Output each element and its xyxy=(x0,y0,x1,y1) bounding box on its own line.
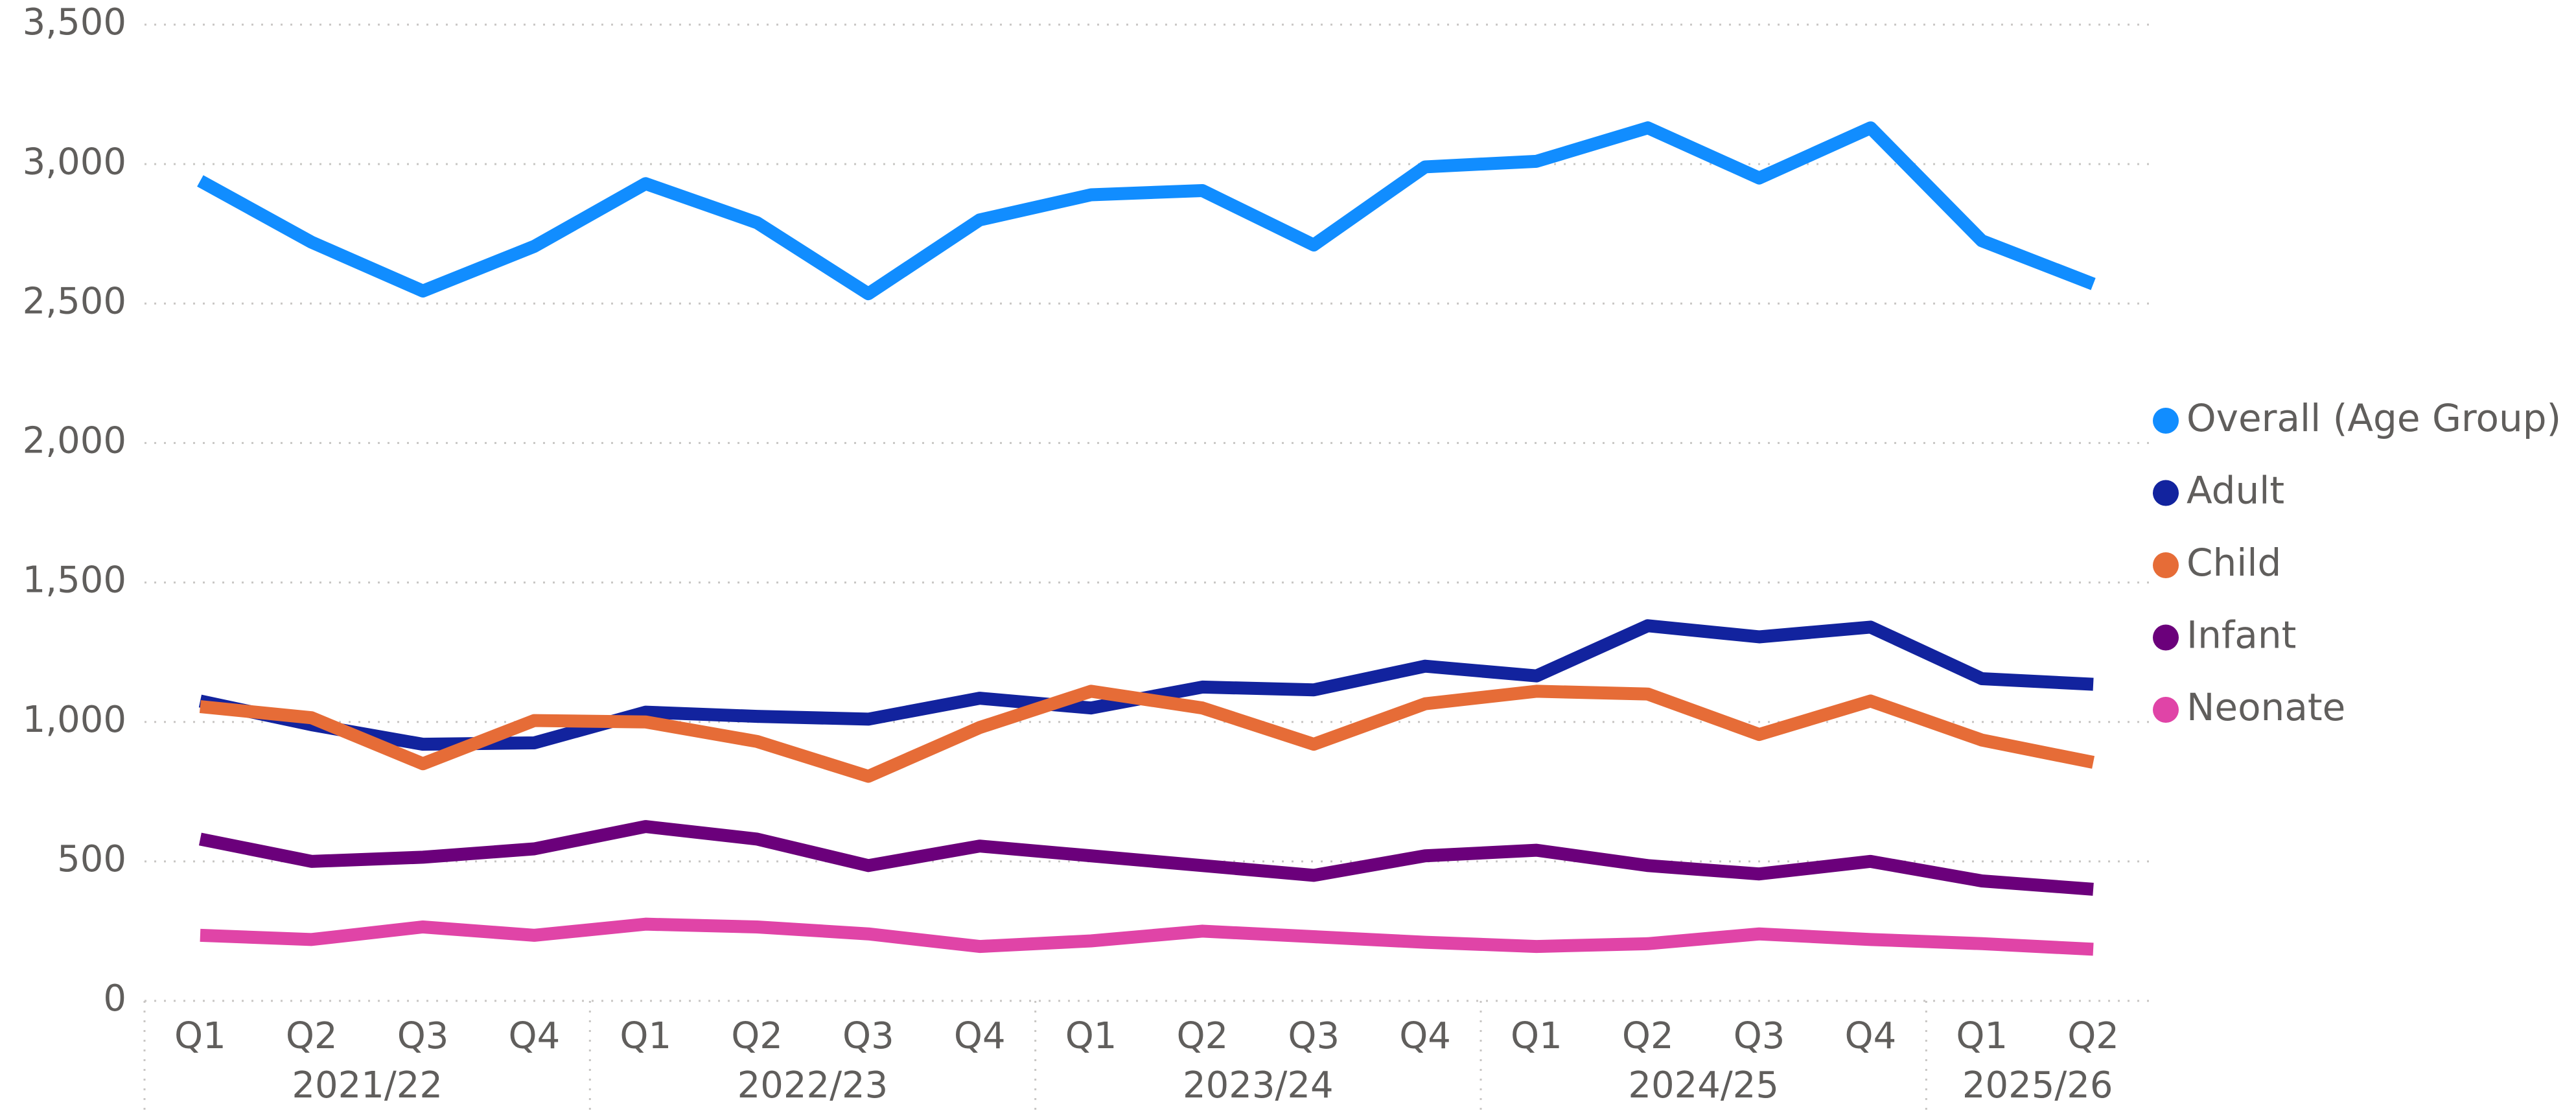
x-group-label: 2023/24 xyxy=(1183,1064,1334,1107)
x-tick-label: Q1 xyxy=(1065,1015,1117,1057)
x-tick-label: Q4 xyxy=(1399,1015,1451,1057)
y-tick-label: 3,500 xyxy=(23,1,126,43)
x-tick-label: Q4 xyxy=(954,1015,1006,1057)
x-tick-label: Q4 xyxy=(509,1015,561,1057)
legend-label: Infant xyxy=(2187,613,2296,657)
series-line xyxy=(198,619,2094,751)
series-line xyxy=(200,917,2094,956)
x-tick-label: Q1 xyxy=(174,1015,226,1057)
series-line xyxy=(198,820,2094,896)
x-tick-label: Q4 xyxy=(1845,1015,1897,1057)
x-tick-label: Q3 xyxy=(397,1015,449,1057)
legend-marker xyxy=(2153,552,2179,578)
legend-label: Neonate xyxy=(2187,685,2345,729)
x-tick-label: Q2 xyxy=(1177,1015,1229,1057)
x-group-label: 2024/25 xyxy=(1628,1064,1779,1107)
y-tick-label: 1,500 xyxy=(23,559,126,602)
series-line xyxy=(197,121,2096,301)
x-group-label: 2022/23 xyxy=(737,1064,888,1107)
y-tick-label: 1,000 xyxy=(23,699,126,741)
x-tick-label: Q2 xyxy=(2067,1015,2119,1057)
x-tick-label: Q2 xyxy=(731,1015,783,1057)
x-tick-label: Q2 xyxy=(1622,1015,1674,1057)
legend-marker xyxy=(2153,408,2179,434)
legend-marker xyxy=(2153,624,2179,651)
x-tick-label: Q3 xyxy=(1288,1015,1340,1057)
x-tick-label: Q1 xyxy=(1511,1015,1562,1057)
y-tick-label: 3,000 xyxy=(23,141,126,183)
legend-marker xyxy=(2153,480,2179,506)
series-line xyxy=(199,685,2095,783)
x-tick-label: Q1 xyxy=(620,1015,671,1057)
y-tick-label: 500 xyxy=(57,838,126,880)
x-group-label: 2021/22 xyxy=(292,1064,443,1107)
legend-marker xyxy=(2153,697,2179,723)
legend-label: Overall (Age Group) xyxy=(2187,396,2561,440)
y-tick-label: 2,000 xyxy=(23,420,126,462)
x-tick-label: Q1 xyxy=(1956,1015,2008,1057)
x-tick-label: Q3 xyxy=(1734,1015,1785,1057)
x-tick-label: Q2 xyxy=(286,1015,338,1057)
legend-label: Adult xyxy=(2187,469,2284,513)
y-tick-label: 0 xyxy=(103,978,126,1020)
legend-label: Child xyxy=(2187,541,2281,585)
y-tick-label: 2,500 xyxy=(23,280,126,322)
x-tick-label: Q3 xyxy=(842,1015,894,1057)
x-group-label: 2025/26 xyxy=(1962,1064,2113,1107)
